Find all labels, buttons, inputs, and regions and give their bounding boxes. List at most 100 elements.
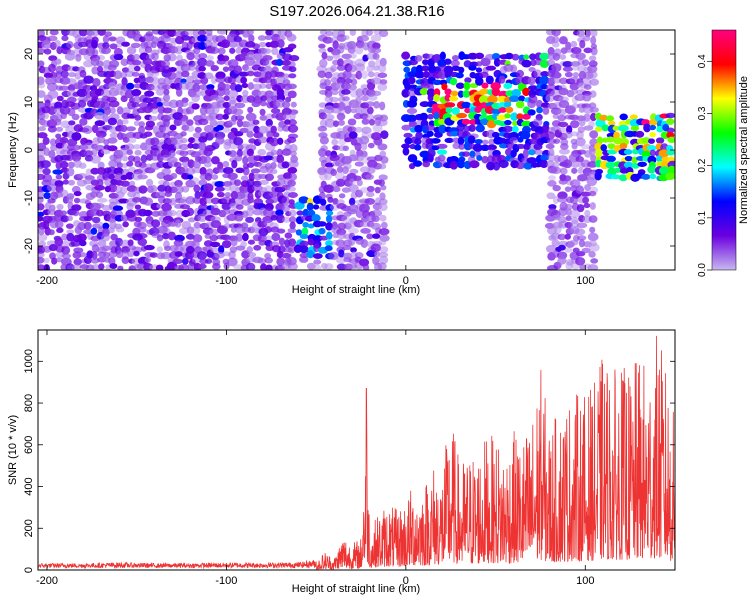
spectrogram-cell: [289, 144, 298, 153]
snr-plot-area: [38, 330, 675, 570]
spectrogram-cell: [287, 262, 298, 270]
spectrogram-cell: [433, 131, 443, 138]
spectrogram-cell: [558, 77, 569, 85]
spectrogram-cell: [287, 186, 297, 192]
spectrogram-cell: [566, 125, 573, 135]
spectrogram-cell: [523, 161, 533, 170]
spectrogram-cell: [56, 126, 63, 132]
spectrogram-cell: [192, 30, 199, 38]
spectrogram-cell: [67, 107, 76, 117]
spectrogram-cell: [173, 239, 184, 247]
spectrogram-cell: [378, 179, 385, 187]
spectrogram-cell: [370, 34, 382, 42]
spectrogram-cell: [582, 94, 592, 102]
spectrogram-cell: [71, 131, 82, 141]
spectrogram-cell: [607, 149, 618, 155]
spectrogram-cell: [587, 64, 598, 74]
spectrogram-cell: [287, 136, 297, 144]
spectrogram-cell: [126, 149, 133, 156]
spectrogram-cell: [365, 101, 375, 107]
spectrogram-cell: [557, 114, 567, 122]
spectrogram-cell: [361, 126, 372, 134]
spectrogram-cell: [508, 95, 520, 103]
spectrogram-cell: [589, 106, 600, 113]
spectrogram-cell: [83, 221, 92, 230]
spectrogram-cell: [540, 83, 548, 90]
spectrogram-cell: [355, 105, 363, 115]
spectrogram-cell: [559, 54, 567, 60]
spectrogram-cell: [321, 51, 328, 60]
spectrogram-cell: [588, 215, 598, 223]
spectrogram-cell: [134, 204, 142, 210]
spectrogram-cell: [156, 234, 164, 242]
spectrogram-cell: [288, 159, 299, 169]
spectrogram-cell: [528, 85, 539, 91]
spectrogram-cell: [535, 99, 543, 109]
spectrogram-cell: [206, 84, 215, 90]
spectrogram-cell: [306, 250, 315, 259]
spectrogram-cell: [316, 65, 327, 73]
spectrogram-cell: [275, 209, 284, 216]
spectrogram-cell: [271, 47, 279, 56]
spectrogram-cell: [451, 55, 460, 61]
spectrogram-cell: [270, 108, 281, 114]
spectrogram-cell: [121, 256, 130, 264]
spectrogram-cell: [649, 149, 657, 157]
spectrogram-cell: [577, 167, 585, 174]
spectrogram-cell: [326, 55, 334, 62]
spectrogram-cell: [269, 40, 280, 49]
spectrogram-cell: [228, 150, 237, 158]
spectrogram-cell: [91, 264, 101, 270]
spectrogram-cell: [47, 125, 57, 133]
spectrogram-cell: [229, 41, 238, 48]
spectrogram-cell: [205, 60, 215, 67]
spectrogram-cell: [150, 184, 158, 194]
spectrogram-cell: [378, 64, 387, 73]
spectrogram-cell: [235, 198, 244, 207]
spectrogram-cell: [150, 76, 160, 86]
spectrogram-cell: [179, 100, 189, 108]
spectrogram-cell: [208, 46, 220, 55]
spectrogram-cell: [533, 69, 542, 79]
spectrogram-cell: [83, 255, 92, 265]
spectrogram-cell: [180, 63, 191, 73]
spectrogram-cell: [209, 228, 219, 236]
spectrogram-cell: [436, 143, 448, 149]
spectrogram-cell: [160, 251, 172, 260]
spectrogram-cell: [214, 180, 225, 188]
spectrogram-cell: [235, 167, 245, 174]
spectrogram-cell: [113, 154, 122, 164]
spectrogram-cell: [455, 72, 464, 79]
spectrogram-cell: [126, 214, 138, 222]
spectrogram-cell: [121, 41, 130, 47]
spectrogram-cell: [358, 35, 370, 42]
spectrogram-cell: [527, 109, 536, 116]
spectrogram-cell: [258, 83, 267, 89]
spectrogram-cell: [220, 39, 231, 49]
spectrogram-cell: [348, 227, 359, 235]
spectrogram-cell: [163, 93, 171, 102]
spectrogram-cell: [335, 172, 345, 180]
spectrogram-cell: [328, 251, 339, 261]
spectrogram-cell: [236, 119, 243, 128]
spectrogram-cell: [178, 263, 190, 270]
x-tick-label: -200: [36, 575, 58, 587]
spectrogram-cell: [140, 154, 148, 163]
spectrogram-cell: [347, 73, 358, 79]
spectrogram-cell: [235, 204, 244, 210]
spectrogram-cell: [265, 34, 273, 41]
spectrogram-cell: [618, 174, 628, 182]
spectrogram-cell: [223, 141, 231, 150]
spectrogram-cell: [630, 125, 640, 132]
spectrogram-cell: [346, 209, 357, 215]
spectrogram-cell: [110, 233, 118, 241]
spectrogram-cell: [193, 47, 201, 55]
spectrogram-cell: [202, 191, 214, 199]
spectrogram-cell: [232, 264, 244, 270]
spectrogram-cell: [439, 51, 446, 61]
spectrogram-cell: [551, 30, 561, 37]
spectrogram-cell: [66, 215, 73, 222]
spectrogram-cell: [371, 90, 382, 97]
spectrogram-cell: [199, 166, 207, 176]
